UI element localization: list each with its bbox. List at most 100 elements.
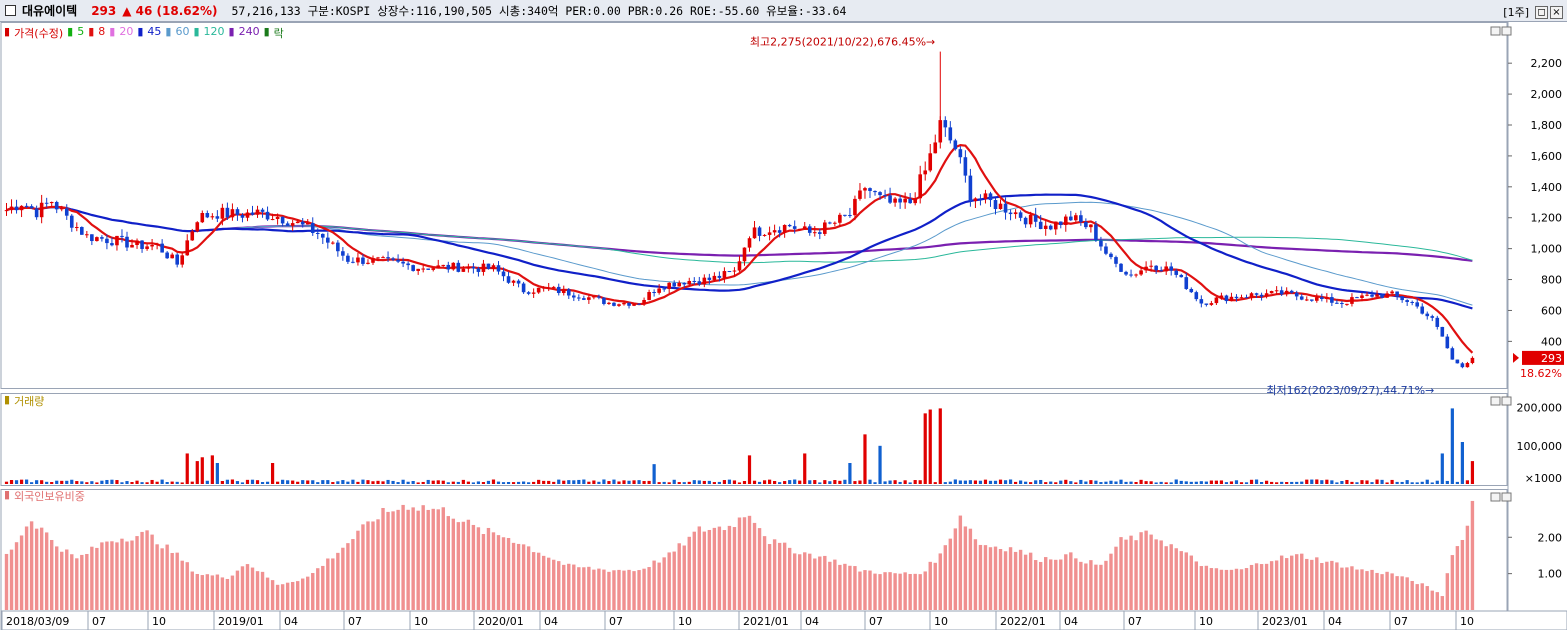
foreign-min-button[interactable] — [1490, 492, 1501, 502]
volume-bar — [712, 482, 716, 484]
foreign-bar — [863, 570, 867, 610]
volume-bar — [938, 408, 942, 484]
legend-label-7[interactable]: 240 — [238, 25, 260, 38]
volume-bar — [1104, 481, 1108, 484]
foreign-tick-label: 2.00 — [1538, 531, 1563, 544]
volume-bar — [456, 481, 460, 484]
candle-body — [1470, 357, 1475, 364]
volume-bar — [265, 481, 270, 484]
legend-label-6[interactable]: 120 — [203, 25, 225, 38]
candle-body — [707, 277, 712, 280]
volume-bar — [1059, 480, 1063, 484]
foreign-bar — [301, 578, 305, 610]
candle-body — [617, 304, 621, 306]
candle-body — [577, 297, 581, 299]
legend-marker-3: ▮ — [109, 25, 116, 38]
candle-body — [1425, 313, 1430, 317]
chart-svg: 2,200 2,000 1,800 1,600 1,400 1,200 1,000 800 60… — [0, 22, 1567, 630]
volume-min-button[interactable] — [1490, 396, 1501, 406]
candle-body — [85, 234, 89, 236]
volume-bar — [958, 480, 962, 484]
candle-body — [1008, 212, 1013, 215]
candle-body — [556, 286, 561, 294]
legend-label-4[interactable]: 45 — [147, 25, 162, 38]
foreign-bar — [1159, 540, 1163, 610]
volume-bar — [255, 480, 260, 484]
candle-body — [712, 275, 717, 280]
legend-label-8[interactable]: 락 — [273, 27, 284, 40]
candle-body — [918, 174, 922, 199]
candle-body — [220, 207, 225, 219]
volume-bar — [873, 482, 877, 484]
volume-bar — [1405, 480, 1409, 484]
foreign-bar — [506, 537, 511, 610]
close-button[interactable]: × — [1550, 5, 1563, 19]
foreign-bar — [446, 516, 450, 610]
x-tick-label: 07 — [348, 615, 362, 628]
foreign-bar — [1079, 561, 1083, 610]
candle-body — [1455, 359, 1460, 364]
foreign-bar — [476, 527, 481, 610]
legend-label-3[interactable]: 20 — [119, 25, 134, 38]
price-close-button[interactable] — [1501, 26, 1512, 36]
foreign-legend-marker: ▮ — [4, 488, 11, 501]
foreign-bar — [1295, 554, 1299, 610]
volume-bar — [562, 480, 566, 484]
volume-bar — [612, 479, 616, 484]
candle-body — [526, 292, 531, 294]
foreign-bar — [582, 567, 586, 610]
candle-body — [1440, 326, 1445, 337]
candle-body — [1048, 225, 1053, 230]
volume-bar — [707, 480, 711, 484]
legend-label-0[interactable]: 가격(수정) — [14, 27, 64, 40]
volume-bar — [371, 481, 375, 484]
volume-bar — [326, 480, 330, 484]
candle-body — [421, 268, 425, 270]
candle-body — [275, 216, 280, 220]
legend-label-1[interactable]: 5 — [77, 25, 85, 38]
volume-bar — [220, 480, 224, 484]
foreign-bar — [1044, 557, 1048, 610]
candle-body — [1043, 225, 1048, 229]
candle-body — [305, 222, 310, 225]
foreign-bar — [1430, 590, 1434, 610]
volume-bar — [632, 480, 636, 484]
candle-body — [431, 268, 436, 270]
foreign-bar — [1134, 540, 1138, 610]
candle-body — [807, 226, 812, 233]
candle-body — [461, 268, 466, 272]
foreign-bar — [411, 507, 415, 610]
foreign-close-button[interactable] — [1501, 492, 1512, 502]
foreign-bar — [933, 562, 937, 610]
date-axis-bar — [0, 610, 1567, 630]
foreign-bar — [1018, 549, 1023, 610]
foreign-bar — [617, 569, 621, 610]
x-tick-label: 2019/01 — [218, 615, 264, 628]
candle-body — [1013, 212, 1018, 215]
x-tick-label: 2023/01 — [1262, 615, 1308, 628]
candle-body — [1284, 290, 1289, 295]
volume-bar — [572, 480, 576, 484]
x-tick-label: 04 — [544, 615, 558, 628]
volume-bar — [953, 479, 957, 484]
candle-body — [652, 292, 656, 294]
legend-label-5[interactable]: 60 — [175, 25, 190, 38]
legend-label-2[interactable]: 8 — [98, 25, 106, 38]
foreign-bar — [346, 543, 350, 610]
candle-body — [782, 224, 787, 233]
candle-body — [732, 270, 737, 272]
select-checkbox[interactable] — [5, 5, 16, 16]
volume-bar — [245, 479, 250, 484]
foreign-bar — [1335, 562, 1339, 610]
volume-bar — [1199, 481, 1203, 484]
period-selector[interactable]: [1주] — [1503, 6, 1529, 19]
foreign-bar — [833, 559, 837, 610]
volume-close-button[interactable] — [1501, 396, 1512, 406]
volume-bar — [1029, 482, 1033, 484]
restore-button[interactable]: ◻ — [1535, 5, 1548, 19]
volume-bar — [888, 480, 892, 484]
price-min-button[interactable] — [1490, 26, 1501, 36]
foreign-bar — [1264, 563, 1269, 610]
volume-bar — [838, 480, 842, 484]
candle-body — [481, 263, 486, 272]
